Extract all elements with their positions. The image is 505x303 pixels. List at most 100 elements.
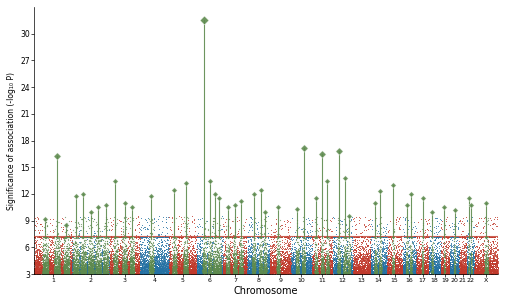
- Point: [448, 271, 456, 275]
- Point: [332, 261, 340, 265]
- Point: [328, 262, 336, 267]
- Point: [107, 262, 115, 267]
- Point: [103, 260, 111, 265]
- Point: [278, 222, 286, 227]
- Point: [171, 270, 179, 275]
- Point: [48, 269, 57, 274]
- Point: [74, 270, 82, 275]
- Point: [359, 270, 367, 275]
- Point: [321, 265, 329, 270]
- Point: [207, 270, 215, 275]
- Point: [451, 267, 460, 272]
- Point: [367, 271, 375, 275]
- Point: [144, 271, 152, 276]
- Point: [142, 258, 150, 263]
- Point: [66, 260, 74, 265]
- Point: [334, 270, 342, 275]
- Point: [415, 266, 423, 271]
- Point: [274, 256, 282, 261]
- Point: [46, 265, 54, 270]
- Point: [297, 269, 306, 274]
- Point: [184, 268, 192, 273]
- Point: [482, 266, 490, 271]
- Point: [425, 263, 433, 268]
- Point: [258, 269, 266, 274]
- Point: [211, 234, 219, 239]
- Point: [191, 253, 199, 258]
- Point: [357, 266, 365, 271]
- Point: [159, 214, 167, 219]
- Point: [250, 191, 258, 196]
- Point: [357, 271, 365, 276]
- Point: [372, 257, 380, 262]
- Point: [283, 268, 291, 273]
- Point: [467, 255, 475, 260]
- Point: [145, 265, 153, 270]
- Point: [121, 262, 129, 267]
- Point: [430, 270, 438, 275]
- Point: [458, 263, 466, 268]
- Point: [106, 270, 114, 275]
- Point: [356, 260, 364, 265]
- Point: [344, 258, 352, 263]
- Point: [402, 268, 410, 273]
- Point: [76, 255, 84, 260]
- Point: [67, 265, 75, 270]
- Point: [404, 260, 412, 265]
- Point: [393, 271, 401, 275]
- Point: [346, 245, 354, 250]
- Point: [305, 253, 313, 258]
- Point: [81, 254, 89, 259]
- Point: [438, 265, 446, 270]
- Point: [168, 268, 176, 272]
- Point: [328, 265, 336, 270]
- Point: [448, 264, 457, 268]
- Point: [104, 254, 112, 259]
- Point: [229, 267, 237, 271]
- Point: [185, 271, 193, 276]
- Point: [283, 271, 291, 275]
- Point: [61, 271, 69, 276]
- Point: [370, 265, 378, 270]
- Point: [99, 260, 107, 265]
- Point: [489, 249, 497, 254]
- Point: [84, 266, 92, 271]
- Point: [431, 261, 439, 266]
- Point: [483, 267, 491, 272]
- Point: [444, 267, 452, 272]
- Point: [170, 268, 178, 272]
- Point: [290, 268, 298, 272]
- Point: [182, 271, 190, 276]
- Point: [173, 271, 181, 276]
- Point: [220, 270, 228, 275]
- Point: [218, 269, 226, 274]
- Point: [225, 265, 233, 270]
- Point: [406, 265, 414, 270]
- Point: [105, 271, 113, 275]
- Point: [403, 271, 412, 275]
- Point: [224, 271, 232, 276]
- Point: [405, 254, 413, 259]
- Point: [369, 265, 377, 270]
- Point: [184, 259, 192, 264]
- Point: [359, 239, 367, 244]
- Point: [418, 262, 426, 267]
- Point: [49, 266, 58, 271]
- Point: [268, 268, 276, 273]
- Point: [111, 225, 119, 230]
- Point: [160, 257, 168, 262]
- Point: [119, 236, 127, 241]
- Point: [269, 253, 277, 258]
- Point: [86, 268, 94, 273]
- Point: [229, 262, 237, 267]
- Point: [332, 266, 340, 271]
- Point: [213, 263, 221, 268]
- Point: [446, 263, 454, 268]
- Point: [114, 265, 122, 269]
- Point: [261, 265, 269, 270]
- Point: [446, 267, 454, 272]
- Point: [66, 258, 74, 262]
- Point: [88, 269, 96, 274]
- Point: [275, 234, 283, 239]
- Point: [231, 264, 239, 269]
